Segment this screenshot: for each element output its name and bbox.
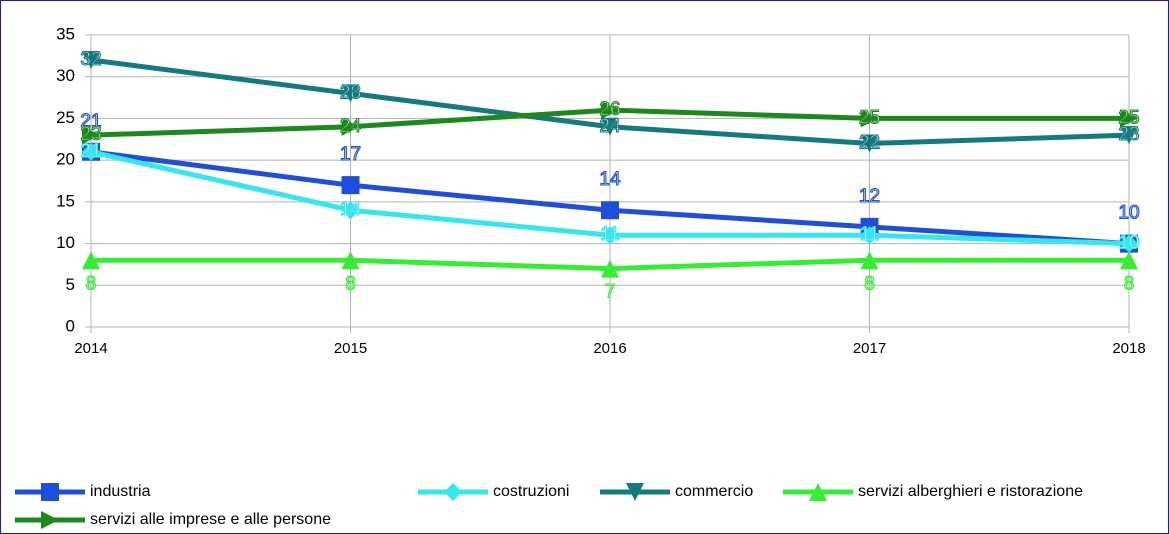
marker (1120, 126, 1138, 145)
data-label: 8 (86, 273, 97, 294)
data-label: 21 (80, 111, 101, 132)
data-label: 25 (1118, 107, 1139, 128)
marker (341, 251, 360, 270)
data-label: 8 (864, 273, 875, 294)
marker (601, 201, 619, 220)
marker (341, 201, 360, 220)
data-label: 32 (80, 49, 101, 70)
x-tick-label: 2014 (74, 340, 107, 357)
marker (860, 109, 879, 128)
marker (601, 117, 619, 136)
data-label: 11 (860, 224, 880, 245)
data-label: 10 (1118, 203, 1139, 224)
marker (860, 251, 879, 270)
data-label: 21 (80, 141, 101, 162)
data-label: 11 (600, 224, 620, 245)
legend-label: servizi alle imprese e alle persone (90, 511, 331, 528)
marker (341, 176, 360, 195)
y-tick-label: 0 (66, 316, 75, 335)
data-label: 23 (1118, 124, 1139, 145)
data-label: 24 (340, 116, 362, 137)
marker (444, 483, 462, 501)
y-tick-label: 25 (56, 108, 75, 127)
y-tick-label: 10 (56, 233, 75, 252)
marker (1120, 109, 1138, 128)
legend-label: commercio (675, 483, 753, 500)
marker (601, 259, 619, 278)
y-tick-label: 20 (56, 150, 75, 169)
marker (1120, 251, 1138, 270)
data-label: 8 (1124, 273, 1135, 294)
marker (341, 117, 360, 136)
data-label: 7 (605, 282, 616, 303)
legend-label: servizi alberghieri e ristorazione (858, 483, 1083, 500)
marker (601, 101, 619, 120)
marker (341, 84, 360, 103)
marker (82, 142, 100, 161)
data-label: 24 (599, 116, 621, 137)
y-tick-label: 5 (66, 275, 75, 294)
marker (626, 483, 644, 501)
y-tick-label: 35 (56, 24, 75, 43)
marker (809, 483, 827, 501)
x-tick-label: 2017 (853, 340, 886, 357)
marker (82, 51, 100, 70)
legend-label: industria (90, 483, 151, 500)
x-tick-label: 2018 (1112, 340, 1145, 357)
data-label: 17 (340, 144, 361, 165)
y-tick-label: 15 (56, 191, 75, 210)
marker (860, 134, 879, 153)
x-tick-label: 2016 (593, 340, 626, 357)
marker (41, 511, 59, 529)
marker (82, 126, 100, 145)
legend-label: costruzioni (493, 483, 569, 500)
data-label: 22 (859, 132, 880, 153)
data-label: 14 (599, 169, 621, 190)
marker (1120, 234, 1138, 253)
marker (82, 251, 100, 270)
data-label: 25 (859, 107, 880, 128)
data-label: 23 (80, 124, 101, 145)
data-label: 12 (859, 186, 880, 207)
data-label: 10 (1118, 233, 1139, 254)
data-label: 28 (340, 82, 361, 103)
data-label: 14 (340, 199, 362, 220)
data-label: 26 (599, 99, 620, 120)
x-tick-label: 2015 (334, 340, 367, 357)
marker (41, 483, 59, 501)
marker (601, 226, 619, 245)
data-label: 8 (345, 273, 356, 294)
marker (860, 226, 879, 245)
y-tick-label: 30 (56, 66, 75, 85)
